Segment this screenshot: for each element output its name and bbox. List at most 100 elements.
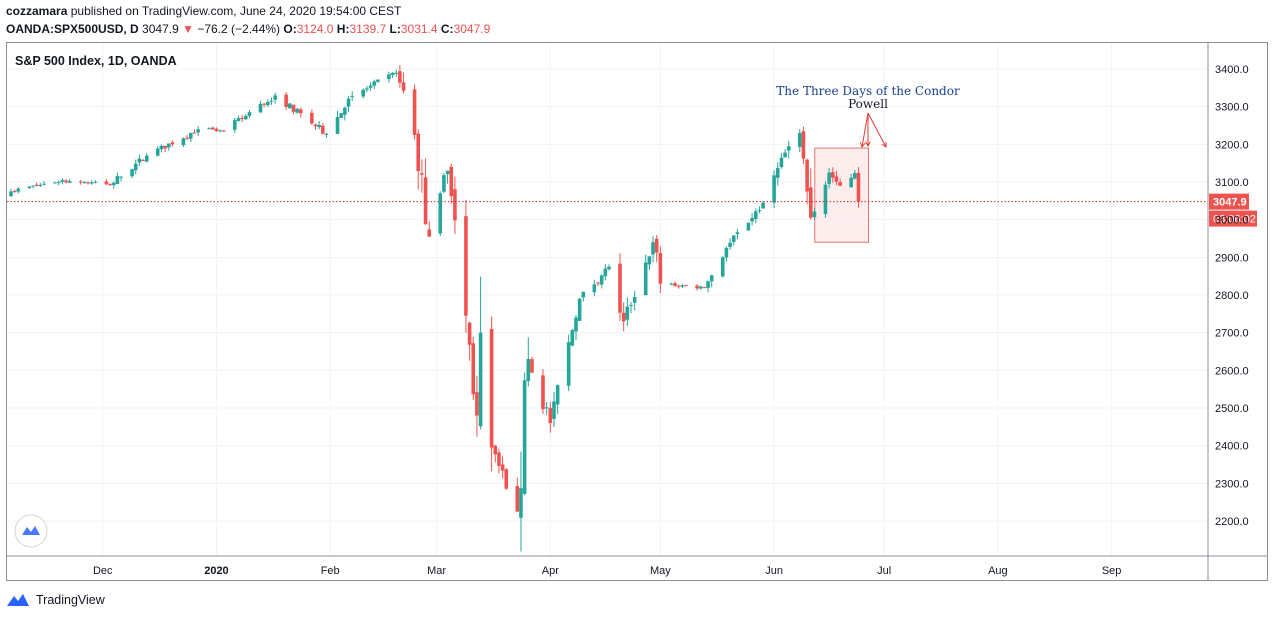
candle-body bbox=[827, 172, 831, 184]
candle-body bbox=[185, 137, 189, 139]
candle-body bbox=[244, 115, 248, 120]
price-tick-label: 2200.0 bbox=[1215, 516, 1249, 528]
candle-body bbox=[236, 118, 241, 121]
candle-body bbox=[834, 176, 839, 182]
down-arrow-icon: ▼ bbox=[182, 22, 194, 36]
condor-annotation-label[interactable]: The Three Days of the Condor bbox=[776, 84, 960, 98]
candle-body bbox=[783, 152, 787, 158]
candle-body bbox=[753, 211, 758, 220]
candle-body bbox=[412, 89, 417, 135]
tradingview-logo-icon[interactable] bbox=[6, 592, 30, 608]
candle-body bbox=[210, 127, 215, 130]
candle-body bbox=[607, 266, 611, 270]
price-tick-label: 3100.0 bbox=[1215, 177, 1249, 189]
powell-arrow-head bbox=[859, 142, 866, 149]
candle-body bbox=[288, 103, 292, 109]
candle-body bbox=[372, 81, 377, 86]
time-tick-label: Jun bbox=[765, 565, 783, 577]
candle-body bbox=[801, 131, 806, 159]
candle-body bbox=[823, 184, 828, 215]
price-tick-label: 2900.0 bbox=[1215, 252, 1249, 264]
candle-body bbox=[269, 100, 274, 102]
candle-body bbox=[702, 287, 707, 289]
price-change: −76.2 (−2.44%) bbox=[197, 22, 281, 36]
chart-title: S&P 500 Index, 1D, OANDA bbox=[15, 54, 177, 68]
candle-body bbox=[38, 184, 43, 186]
grid bbox=[7, 43, 1208, 556]
candle-body bbox=[416, 133, 421, 172]
candle-body bbox=[258, 103, 263, 113]
candle-body bbox=[232, 120, 237, 130]
candle-body bbox=[16, 188, 21, 192]
price-axis[interactable]: 2200.0 2300.0 2400.0 2500.0 2600.0 2700.0 2800… bbox=[1215, 64, 1249, 528]
candle-body bbox=[86, 182, 90, 184]
footer-brand[interactable]: TradingView bbox=[36, 593, 105, 607]
candle-body bbox=[368, 85, 373, 88]
candle-body bbox=[130, 169, 134, 177]
candle-body bbox=[489, 328, 494, 448]
candle-body bbox=[805, 159, 809, 192]
price-tick-label: 2700.0 bbox=[1215, 328, 1249, 340]
candle-body bbox=[221, 130, 226, 132]
powell-arrow-head bbox=[881, 141, 887, 148]
candle-body bbox=[266, 101, 270, 106]
candle-body bbox=[284, 94, 288, 107]
candle-body bbox=[155, 148, 160, 156]
candle-body bbox=[522, 380, 527, 494]
time-tick-label: Apr bbox=[542, 565, 559, 577]
candle-body bbox=[56, 181, 61, 183]
low-value: 3031.4 bbox=[400, 22, 438, 36]
candle-body bbox=[365, 88, 369, 90]
candle-body bbox=[775, 167, 780, 178]
candle-body bbox=[493, 445, 498, 455]
time-axis[interactable]: Dec 2020 Feb Mar Apr May Jun Jul Aug Sep bbox=[93, 565, 1121, 577]
price-chart[interactable]: 3047.903:06:02 2200.02300.02400.02500.02… bbox=[7, 43, 1267, 580]
candle-body bbox=[853, 172, 857, 179]
time-tick-label: Jul bbox=[877, 565, 891, 577]
last-price-badge bbox=[1209, 193, 1249, 210]
candle-body bbox=[214, 128, 219, 132]
candle-body bbox=[603, 268, 608, 277]
candle-body bbox=[856, 172, 861, 202]
candles bbox=[9, 65, 861, 552]
candle-body bbox=[350, 96, 354, 98]
powell-arrow-line bbox=[867, 112, 887, 148]
candle-body bbox=[27, 186, 32, 189]
candle-body bbox=[93, 181, 98, 183]
time-tick-label: Feb bbox=[321, 565, 340, 577]
candle-body bbox=[555, 385, 560, 405]
candle-body bbox=[831, 172, 835, 178]
candle-body bbox=[376, 79, 380, 82]
powell-annotation-label[interactable]: Powell bbox=[848, 97, 888, 111]
candle-body bbox=[324, 133, 329, 135]
candle-body bbox=[12, 190, 17, 192]
candle-body bbox=[445, 170, 450, 175]
powell-arrow-head bbox=[865, 141, 871, 148]
published-text: published on TradingView.com, June 24, 2… bbox=[70, 4, 402, 18]
candle-body bbox=[192, 132, 197, 134]
annotation-box-group bbox=[814, 147, 869, 243]
candle-body bbox=[346, 98, 351, 107]
powell-arrow-line bbox=[861, 112, 869, 148]
candle-body bbox=[669, 283, 674, 285]
author-name[interactable]: cozzamara bbox=[6, 4, 68, 18]
candle-body bbox=[313, 124, 318, 127]
candle-body bbox=[159, 145, 164, 150]
price-tick-label: 2500.0 bbox=[1215, 403, 1249, 415]
candle-body bbox=[119, 176, 123, 178]
tradingview-badge-icon[interactable] bbox=[14, 514, 48, 548]
candle-body bbox=[67, 181, 72, 183]
candle-body bbox=[761, 202, 765, 209]
candle-body bbox=[420, 173, 424, 175]
candle-body bbox=[673, 283, 677, 287]
candle-body bbox=[552, 401, 556, 419]
candle-body bbox=[291, 104, 296, 112]
chart-frame[interactable]: 3047.9 03:06:02 2200.0 2300.0 2400.0 2500.0 2… bbox=[6, 42, 1268, 581]
candle-body bbox=[42, 183, 46, 185]
price-tick-label: 3000.0 bbox=[1215, 215, 1249, 227]
symbol-label[interactable]: OANDA:SPX500USD, D bbox=[6, 22, 139, 36]
candle-body bbox=[475, 392, 479, 416]
candle-body bbox=[618, 263, 622, 313]
candle-body bbox=[577, 298, 582, 321]
candle-body bbox=[625, 306, 630, 320]
